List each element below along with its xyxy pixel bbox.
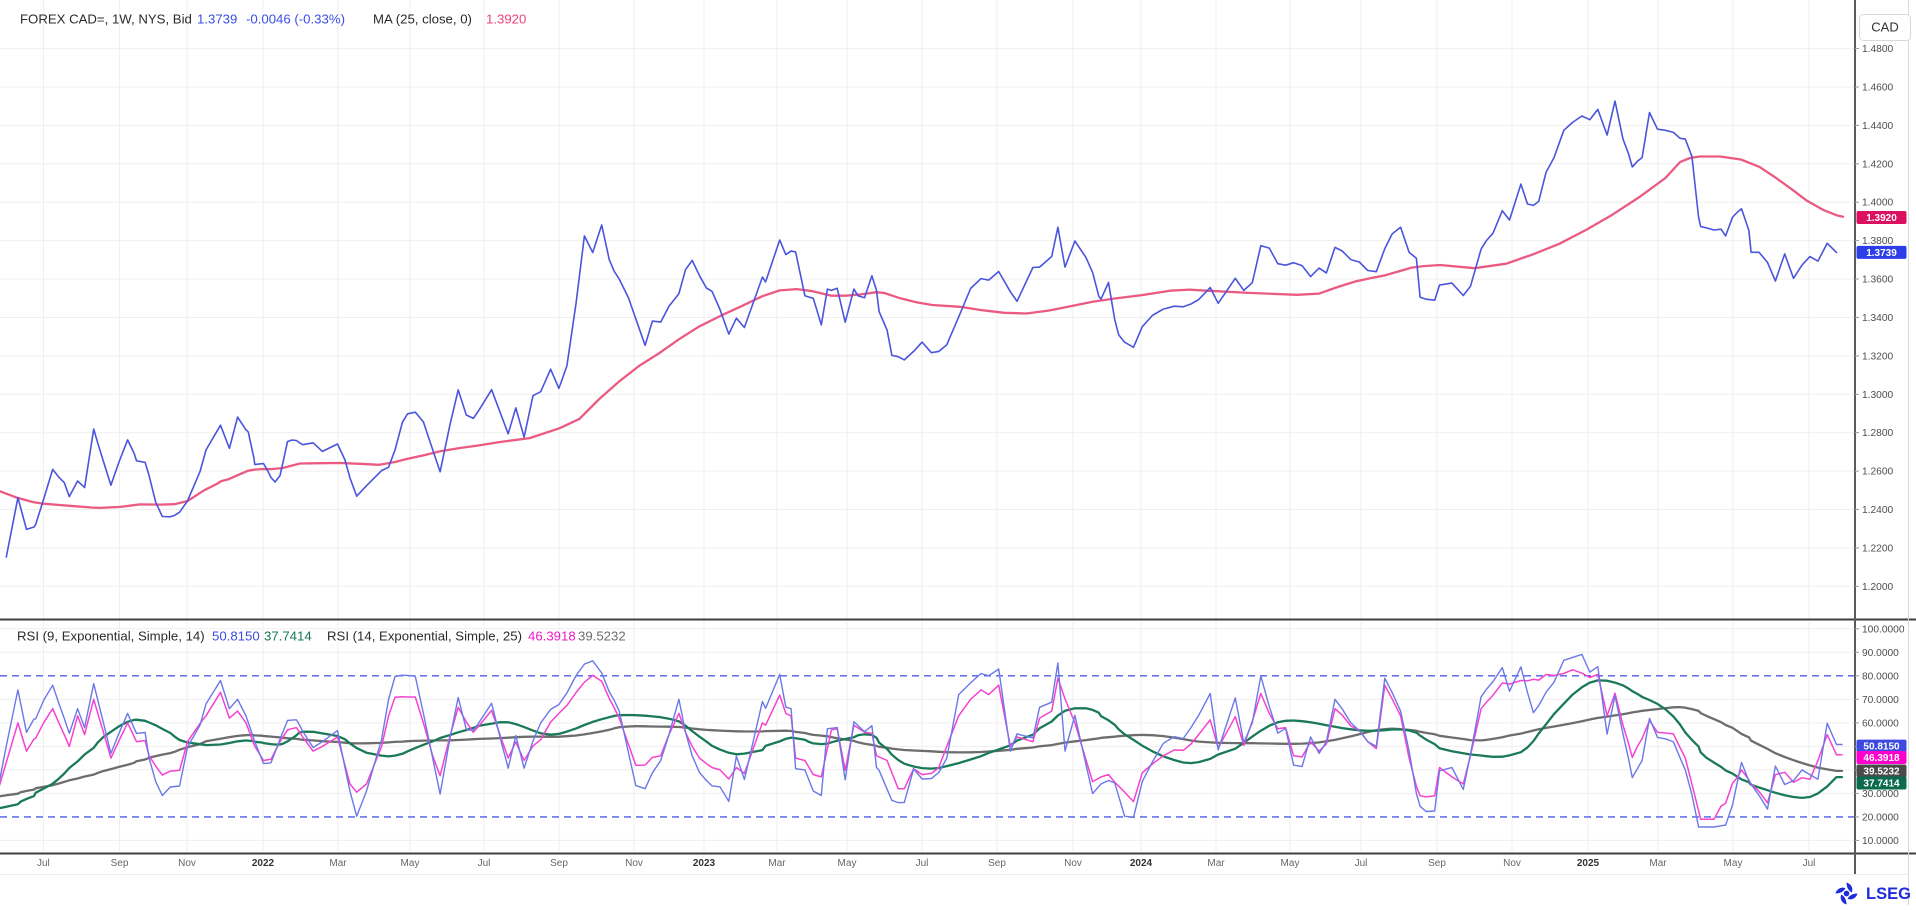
svg-text:-0.0046 (-0.33%): -0.0046 (-0.33%) (246, 12, 345, 27)
svg-text:1.3739: 1.3739 (197, 12, 237, 27)
svg-text:May: May (1724, 858, 1743, 869)
svg-text:CAD: CAD (1871, 20, 1898, 35)
svg-text:Jul: Jul (37, 858, 50, 869)
svg-text:1.4600: 1.4600 (1862, 83, 1893, 94)
svg-text:1.3739: 1.3739 (1866, 248, 1897, 259)
svg-text:RSI (14, Exponential, Simple,: RSI (14, Exponential, Simple, 25) (327, 629, 522, 644)
svg-text:1.3200: 1.3200 (1862, 351, 1893, 362)
svg-text:80.0000: 80.0000 (1862, 671, 1899, 682)
svg-text:Nov: Nov (178, 858, 196, 869)
svg-text:2024: 2024 (1130, 858, 1153, 869)
svg-text:Nov: Nov (625, 858, 643, 869)
svg-text:30.0000: 30.0000 (1862, 789, 1899, 800)
svg-text:100.0000: 100.0000 (1862, 624, 1905, 635)
svg-text:2022: 2022 (252, 858, 275, 869)
svg-text:1.4200: 1.4200 (1862, 159, 1893, 170)
svg-text:70.0000: 70.0000 (1862, 695, 1899, 706)
svg-text:1.3920: 1.3920 (486, 12, 526, 27)
svg-text:Sep: Sep (1428, 858, 1446, 869)
svg-text:1.3800: 1.3800 (1862, 236, 1893, 247)
svg-text:10.0000: 10.0000 (1862, 836, 1899, 847)
svg-text:Jul: Jul (1355, 858, 1368, 869)
svg-text:37.7414: 37.7414 (264, 629, 312, 644)
svg-text:1.3920: 1.3920 (1866, 213, 1897, 224)
svg-text:Jul: Jul (1803, 858, 1816, 869)
svg-text:46.3918: 46.3918 (528, 629, 576, 644)
svg-text:Nov: Nov (1503, 858, 1521, 869)
svg-text:2025: 2025 (1577, 858, 1600, 869)
svg-text:LSEG: LSEG (1866, 885, 1911, 903)
svg-text:60.0000: 60.0000 (1862, 718, 1899, 729)
svg-text:37.7414: 37.7414 (1863, 779, 1900, 790)
svg-text:MA (25, close, 0): MA (25, close, 0) (373, 12, 472, 27)
svg-text:46.3918: 46.3918 (1863, 753, 1900, 764)
svg-text:20.0000: 20.0000 (1862, 812, 1899, 823)
svg-text:May: May (838, 858, 857, 869)
svg-text:39.5232: 39.5232 (578, 629, 626, 644)
svg-text:Sep: Sep (988, 858, 1006, 869)
svg-text:1.4800: 1.4800 (1862, 44, 1893, 55)
svg-text:FOREX CAD=, 1W, NYS, Bid: FOREX CAD=, 1W, NYS, Bid (20, 12, 192, 27)
svg-text:May: May (1281, 858, 1300, 869)
svg-text:1.2600: 1.2600 (1862, 467, 1893, 478)
svg-text:1.2400: 1.2400 (1862, 505, 1893, 516)
svg-text:Jul: Jul (478, 858, 491, 869)
svg-text:1.2000: 1.2000 (1862, 582, 1893, 593)
svg-text:39.5232: 39.5232 (1863, 767, 1900, 778)
svg-text:50.8150: 50.8150 (212, 629, 260, 644)
svg-text:Mar: Mar (768, 858, 786, 869)
svg-text:1.4000: 1.4000 (1862, 198, 1893, 209)
svg-text:50.8150: 50.8150 (1863, 742, 1900, 753)
svg-text:Jul: Jul (916, 858, 929, 869)
svg-text:1.3000: 1.3000 (1862, 390, 1893, 401)
svg-text:Nov: Nov (1064, 858, 1082, 869)
svg-text:1.4400: 1.4400 (1862, 121, 1893, 132)
svg-text:1.2800: 1.2800 (1862, 428, 1893, 439)
svg-text:Mar: Mar (1207, 858, 1225, 869)
svg-text:2023: 2023 (693, 858, 716, 869)
svg-text:May: May (401, 858, 420, 869)
svg-text:90.0000: 90.0000 (1862, 648, 1899, 659)
svg-text:RSI (9, Exponential, Simple, 1: RSI (9, Exponential, Simple, 14) (17, 629, 205, 644)
svg-text:Sep: Sep (550, 858, 568, 869)
svg-text:Sep: Sep (111, 858, 129, 869)
svg-text:1.2200: 1.2200 (1862, 543, 1893, 554)
svg-text:1.3600: 1.3600 (1862, 275, 1893, 286)
svg-text:Mar: Mar (1649, 858, 1667, 869)
svg-text:Mar: Mar (329, 858, 347, 869)
svg-text:1.3400: 1.3400 (1862, 313, 1893, 324)
